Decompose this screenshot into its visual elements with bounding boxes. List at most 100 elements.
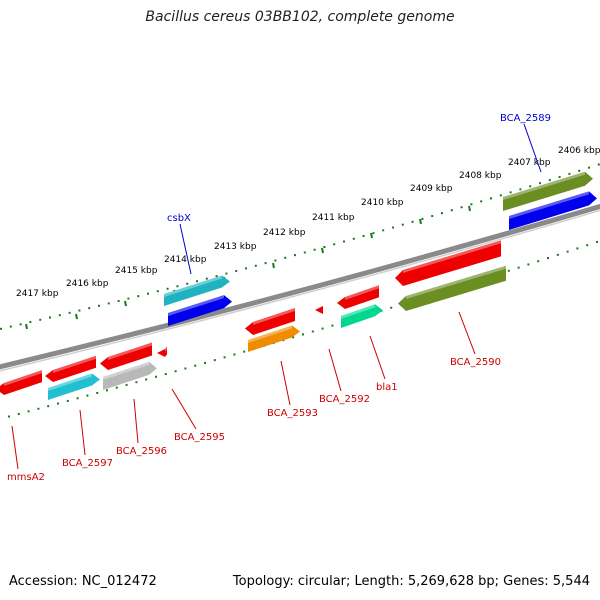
minor-tick [331, 324, 334, 327]
minor-tick [76, 397, 79, 400]
tick-label: 2411 kbp [312, 213, 355, 223]
minor-tick [86, 394, 89, 397]
minor-tick [254, 264, 257, 267]
reverse-gene-bla1 [337, 285, 379, 309]
tick-label: 2407 kbp [508, 158, 551, 168]
minor-tick [98, 304, 100, 307]
forward-cds-bca2589-highlight [509, 191, 589, 219]
reverse-cds-bca2597-highlight [48, 373, 92, 391]
minor-tick [215, 275, 218, 278]
minor-tick [19, 323, 22, 326]
reverse-gene-bca2593-highlight [253, 308, 295, 325]
reverse-gene-mmsa2 [0, 370, 42, 395]
tick-label: 2417 kbp [16, 289, 59, 299]
tick-label: 2416 kbp [66, 279, 109, 289]
minor-tick [382, 229, 385, 232]
map-title: Bacillus cereus 03BB102, complete genome [145, 9, 455, 25]
gene-label: csbX [167, 213, 191, 224]
reverse-gene-bca2596-highlight [108, 342, 152, 360]
minor-tick [194, 364, 197, 367]
minor-tick [333, 243, 336, 246]
minor-tick [556, 253, 559, 256]
gene-leader-line [523, 123, 542, 173]
minor-tick [292, 336, 295, 339]
minor-tick [176, 285, 179, 288]
minor-tick [321, 327, 324, 330]
reverse-cds-bca2590 [398, 265, 506, 311]
minor-tick [135, 381, 138, 384]
minor-tick [57, 402, 59, 405]
tick-label: 2408 kbp [459, 171, 502, 181]
minor-tick [145, 378, 148, 381]
minor-tick [527, 263, 530, 266]
minor-tick [106, 389, 108, 392]
minor-tick [137, 295, 140, 298]
minor-tick [537, 260, 540, 263]
tick-label: 2413 kbp [214, 242, 257, 252]
minor-tick [164, 373, 167, 376]
reverse-gene-bla1-highlight [345, 285, 379, 300]
tick-label: 2412 kbp [263, 228, 306, 238]
minor-tick [547, 257, 549, 260]
reverse-cds-bla1-highlight [341, 304, 375, 319]
gene-leader-line [458, 311, 476, 355]
minor-tick [313, 248, 316, 251]
minor-tick [245, 267, 247, 270]
label-layer: BCA_2589 csbX BCA_2590 bla1 BCA_2592BCA_2593… [7, 113, 551, 483]
gene-leader-line [179, 223, 192, 275]
major-tick [25, 323, 28, 330]
minor-tick [597, 163, 600, 166]
forward-gene-csbx-highlight [164, 275, 222, 297]
minor-tick [294, 254, 296, 257]
minor-tick [392, 226, 394, 229]
minor-tick [29, 321, 32, 324]
minor-tick [517, 266, 520, 269]
forward-cds-csbx [168, 295, 232, 326]
minor-tick [343, 240, 345, 243]
minor-tick [362, 234, 365, 237]
minor-tick [156, 290, 159, 293]
minor-tick [39, 318, 42, 321]
minor-tick [460, 206, 463, 209]
reverse-gene-bca2593 [245, 308, 295, 335]
feature-layer [0, 171, 597, 400]
minor-tick [184, 367, 187, 370]
minor-tick [68, 311, 71, 314]
minor-tick [352, 237, 355, 240]
gene-label: BCA_2592 [319, 394, 370, 405]
major-tick [75, 313, 78, 320]
minor-tick [88, 307, 91, 310]
forward-gene-bca2589 [503, 171, 593, 211]
gene-leader-line [171, 388, 197, 430]
minor-tick [27, 410, 30, 413]
forward-gene-bca2589-highlight [503, 171, 585, 200]
reverse-cds-bca2590-highlight [406, 265, 506, 299]
minor-tick [302, 333, 304, 336]
minor-tick [509, 191, 512, 194]
gene-label: BCA_2590 [450, 357, 501, 368]
major-tick [468, 205, 471, 212]
major-tick [419, 218, 422, 225]
tick-label: 2406 kbp [558, 146, 600, 156]
minor-tick [519, 188, 522, 191]
minor-tick [47, 405, 50, 408]
minor-tick [107, 302, 110, 305]
minor-tick [205, 277, 208, 280]
minor-tick [588, 166, 590, 169]
minor-tick [507, 269, 510, 272]
major-tick [321, 247, 324, 254]
gene-leader-line [369, 335, 386, 380]
reverse-gene-bca2597 [45, 355, 96, 382]
minor-tick [421, 217, 424, 220]
forward-gene-csbx [164, 275, 230, 306]
minor-tick [127, 297, 130, 300]
minor-tick [499, 194, 502, 197]
minor-tick [174, 370, 177, 373]
minor-tick [576, 247, 579, 250]
gene-leader-line [280, 360, 291, 406]
reverse-gene-bca2597-highlight [53, 355, 96, 373]
gene-label: BCA_2593 [267, 408, 318, 419]
minor-tick [470, 203, 473, 206]
reverse-gene-bca2592 [315, 303, 323, 314]
